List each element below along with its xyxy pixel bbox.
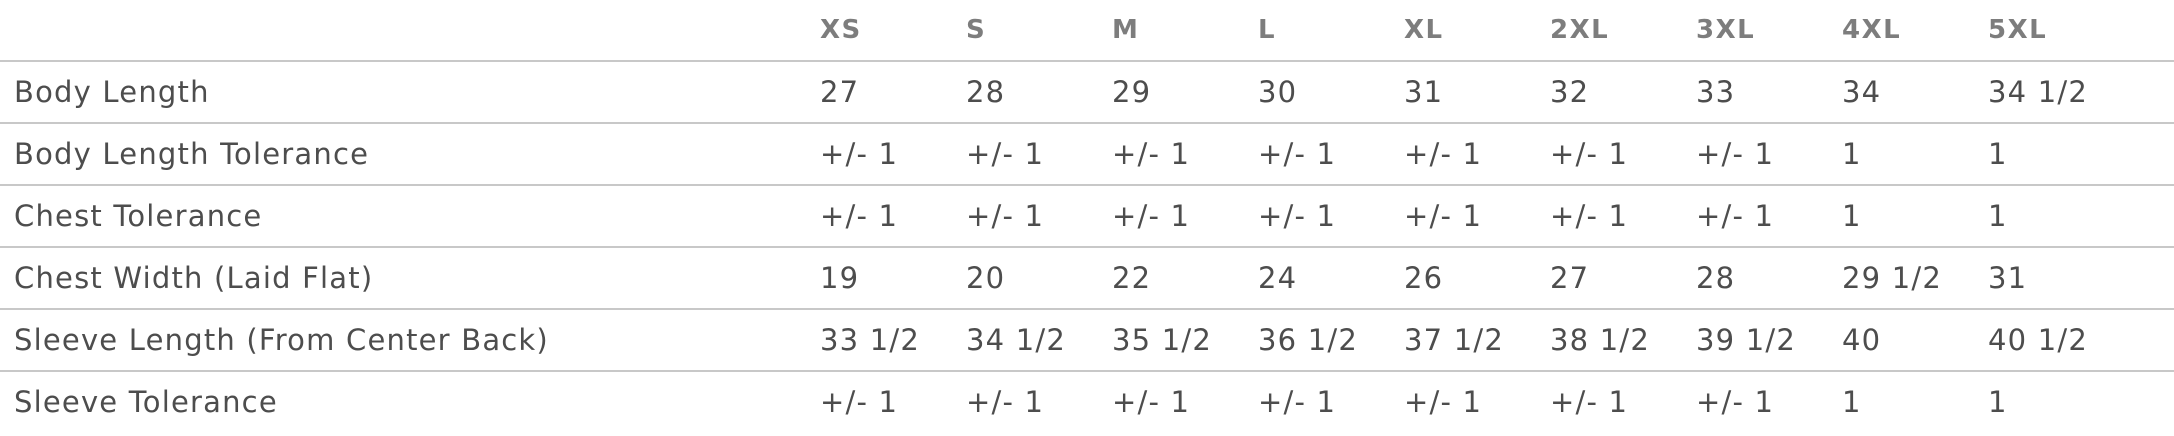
size-value-cell: +/- 1 — [1682, 123, 1828, 186]
table-row: Sleeve Tolerance +/- 1 +/- 1 +/- 1 +/- 1 +/- … — [0, 371, 2174, 432]
size-value-cell: 34 1/2 — [1974, 61, 2174, 124]
size-value-cell: 30 — [1244, 61, 1390, 124]
size-column-header: XS — [806, 0, 952, 62]
size-value-cell: 33 1/2 — [806, 309, 952, 372]
size-value-cell: 28 — [1682, 247, 1828, 310]
size-column-header: 5XL — [1974, 0, 2174, 62]
size-column-header: L — [1244, 0, 1390, 62]
size-value-cell: 37 1/2 — [1390, 309, 1536, 372]
table-row: Body Length Tolerance +/- 1 +/- 1 +/- 1 +/- … — [0, 123, 2174, 186]
size-value-cell: +/- 1 — [1244, 123, 1390, 186]
size-value-cell: 1 — [1974, 185, 2174, 248]
size-value-cell: +/- 1 — [1098, 185, 1244, 248]
size-value-cell: +/- 1 — [1112, 385, 1191, 419]
size-value-cell: 27 — [806, 61, 952, 124]
row-label: Body Length — [0, 61, 806, 124]
size-value-cell: 35 1/2 — [1098, 309, 1244, 372]
size-value-cell: 24 — [1244, 247, 1390, 310]
size-value-cell: 26 — [1390, 247, 1536, 310]
size-value-cell: +/- 1 — [1258, 385, 1337, 419]
size-value-cell: +/- 1 — [952, 123, 1098, 186]
row-label: Chest Width (Laid Flat) — [0, 247, 806, 310]
size-value-cell: +/- 1 — [1098, 123, 1244, 186]
size-column-header: M — [1098, 0, 1244, 62]
size-value-cell: 19 — [806, 247, 952, 310]
size-value-cell: +/- 1 — [806, 185, 952, 248]
size-column-header: 3XL — [1682, 0, 1828, 62]
size-value-cell: +/- 1 — [1390, 185, 1536, 248]
size-value-cell: 1 — [1828, 185, 1974, 248]
size-value-cell: 20 — [952, 247, 1098, 310]
size-value-cell: 27 — [1536, 247, 1682, 310]
size-value-cell: 40 1/2 — [1974, 309, 2174, 372]
size-value-cell: 34 — [1828, 61, 1974, 124]
size-value-cell: 1 — [1842, 385, 1862, 419]
size-value-cell: +/- 1 — [1682, 185, 1828, 248]
table-row: Chest Width (Laid Flat) 19 20 22 24 26 27 28 29 … — [0, 247, 2174, 310]
row-label: Body Length Tolerance — [0, 123, 806, 186]
size-value-cell: 34 1/2 — [952, 309, 1098, 372]
size-value-cell: 40 — [1828, 309, 1974, 372]
size-value-cell: 38 1/2 — [1536, 309, 1682, 372]
size-value-cell: 28 — [952, 61, 1098, 124]
row-label: Sleeve Tolerance — [14, 385, 278, 419]
size-column-header: S — [952, 0, 1098, 62]
size-value-cell: 39 1/2 — [1682, 309, 1828, 372]
size-value-cell: 1 — [1828, 123, 1974, 186]
row-label: Chest Tolerance — [0, 185, 806, 248]
size-value-cell: 29 — [1098, 61, 1244, 124]
table-row: Sleeve Length (From Center Back) 33 1/2 34… — [0, 309, 2174, 372]
size-value-cell: 1 — [1988, 385, 2008, 419]
size-value-cell: +/- 1 — [1390, 123, 1536, 186]
size-value-cell: 22 — [1098, 247, 1244, 310]
size-value-cell: +/- 1 — [806, 123, 952, 186]
size-value-cell: +/- 1 — [1244, 185, 1390, 248]
size-value-cell: 1 — [1974, 123, 2174, 186]
size-value-cell: 32 — [1536, 61, 1682, 124]
size-value-cell: +/- 1 — [1696, 385, 1775, 419]
table-row: Chest Tolerance +/- 1 +/- 1 +/- 1 +/- 1 +/- 1… — [0, 185, 2174, 248]
size-value-cell: +/- 1 — [1536, 185, 1682, 248]
size-value-cell: +/- 1 — [1550, 385, 1629, 419]
size-value-cell: +/- 1 — [966, 385, 1045, 419]
size-value-cell: +/- 1 — [1536, 123, 1682, 186]
size-header-row: XS S M L XL 2XL 3XL 4XL 5XL — [0, 0, 2174, 62]
size-value-cell: 31 — [1390, 61, 1536, 124]
size-value-cell: 36 1/2 — [1244, 309, 1390, 372]
table-row: Body Length 27 28 29 30 31 32 33 34 34 1/2 — [0, 61, 2174, 124]
size-column-header: XL — [1390, 0, 1536, 62]
size-value-cell: +/- 1 — [1404, 385, 1483, 419]
row-label: Sleeve Length (From Center Back) — [0, 309, 806, 372]
size-value-cell: 31 — [1974, 247, 2174, 310]
size-value-cell: 33 — [1682, 61, 1828, 124]
size-value-cell: +/- 1 — [820, 385, 899, 419]
size-column-header: 2XL — [1536, 0, 1682, 62]
size-value-cell: +/- 1 — [952, 185, 1098, 248]
size-value-cell: 29 1/2 — [1828, 247, 1974, 310]
corner-cell — [0, 0, 806, 62]
size-column-header: 4XL — [1828, 0, 1974, 62]
